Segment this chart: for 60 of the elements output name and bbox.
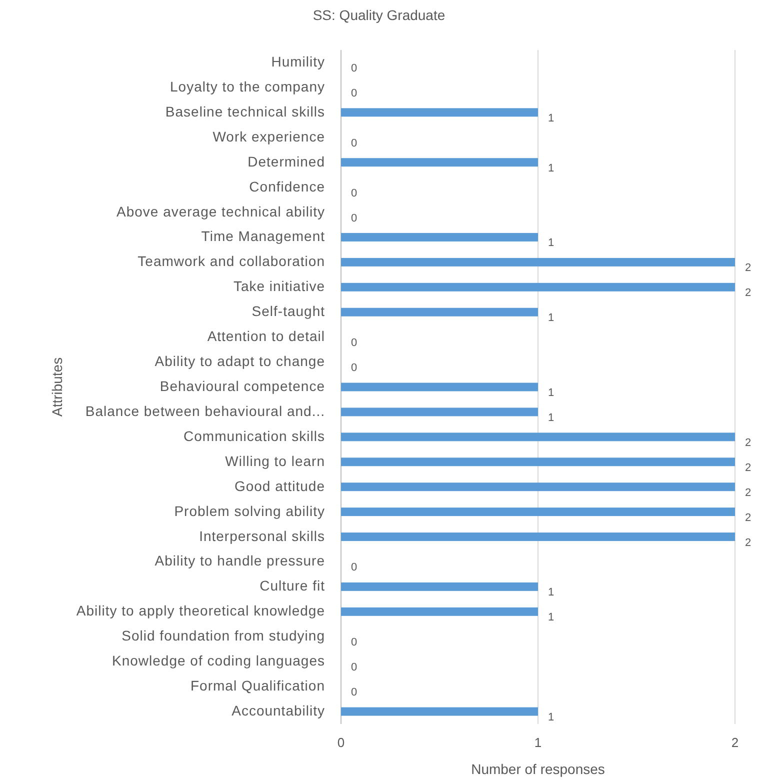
data-label: 2	[745, 512, 752, 524]
data-label: 0	[351, 62, 358, 74]
y-tick-label: Work experience	[212, 128, 325, 144]
y-tick-label: Balance between behavioural and...	[85, 402, 325, 419]
y-tick-label: Ability to handle pressure	[154, 552, 325, 569]
data-label: 2	[745, 287, 752, 300]
y-tick-label: Ability to apply theoretical knowledge	[76, 602, 325, 619]
y-tick-label: Determined	[248, 153, 325, 170]
y-tick-label: Self-taught	[252, 303, 325, 320]
x-axis-title: Number of responses	[471, 761, 605, 777]
y-tick-label: Attention to detail	[207, 328, 325, 344]
y-tick-label: Good attitude	[234, 478, 325, 494]
data-label: 1	[548, 162, 554, 174]
y-tick-label: Knowledge of coding languages	[112, 652, 325, 669]
y-tick-label: Interpersonal skills	[199, 528, 325, 544]
data-label: 2	[745, 462, 752, 474]
y-tick-label: Take initiative	[233, 278, 325, 294]
data-label: 1	[548, 387, 554, 399]
y-tick-label: Baseline technical skills	[165, 103, 325, 120]
data-label: 1	[548, 712, 554, 724]
data-label: 0	[351, 686, 358, 699]
data-label: 1	[548, 412, 554, 424]
y-tick-label: Confidence	[249, 178, 325, 194]
y-tick-label: Formal Qualification	[190, 678, 325, 694]
y-tick-label: Culture fit	[260, 578, 325, 594]
y-tick-label: Ability to adapt to change	[154, 353, 325, 370]
y-axis-title: Attributes	[49, 357, 65, 417]
data-label: 0	[351, 562, 358, 574]
y-tick-label: Humility	[271, 53, 325, 70]
data-label: 0	[351, 662, 358, 674]
data-label: 2	[745, 536, 752, 549]
data-label: 0	[351, 636, 358, 649]
x-tick-label: 2	[731, 735, 739, 750]
data-label: 0	[351, 187, 358, 200]
y-tick-label: Behavioural competence	[160, 378, 325, 394]
y-tick-label: Solid foundation from studying	[122, 628, 325, 644]
x-tick-label: 1	[534, 735, 542, 750]
data-label: 0	[351, 137, 358, 150]
y-tick-label: Problem solving ability	[174, 502, 325, 519]
y-tick-label: Above average technical ability	[116, 203, 325, 220]
chart-title: SS: Quality Graduate	[312, 7, 446, 23]
x-tick-label: 0	[337, 735, 345, 750]
y-tick-label: Teamwork and collaboration	[138, 253, 325, 270]
data-label: 0	[351, 362, 358, 374]
data-label: 1	[548, 586, 554, 599]
data-label: 1	[548, 237, 554, 250]
data-label: 2	[745, 262, 752, 274]
data-label: 0	[351, 87, 358, 100]
y-tick-label: Willing to learn	[225, 452, 325, 469]
data-label: 0	[351, 212, 358, 224]
data-label: 2	[745, 436, 752, 449]
data-label: 0	[351, 337, 358, 350]
y-tick-label: Accountability	[232, 702, 325, 719]
data-label: 1	[548, 612, 554, 624]
y-tick-label: Loyalty to the company	[170, 78, 325, 94]
data-label: 1	[548, 112, 554, 124]
data-label: 1	[548, 312, 554, 324]
y-tick-label: Communication skills	[184, 428, 325, 444]
data-label: 2	[745, 486, 752, 499]
y-tick-label: Time Management	[201, 228, 325, 244]
